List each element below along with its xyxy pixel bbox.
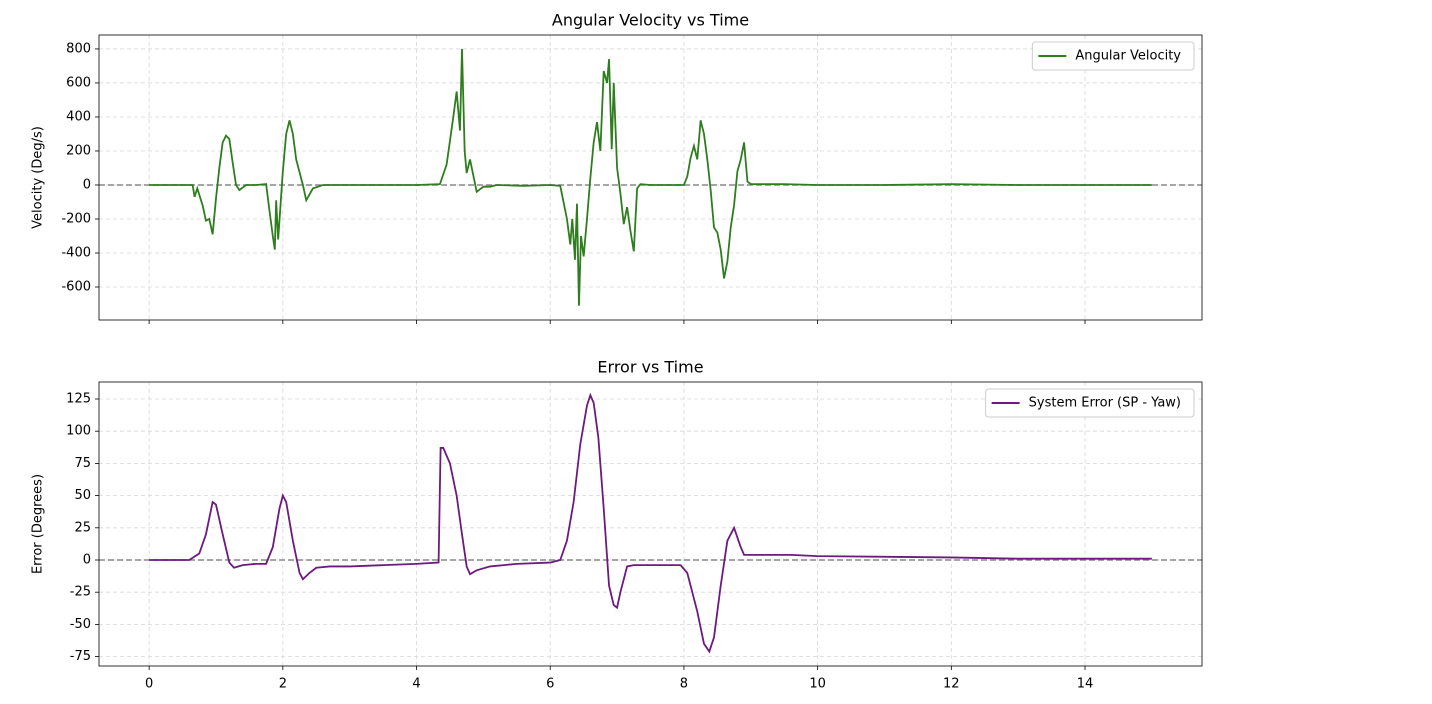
x-tick-label: 8	[680, 677, 688, 692]
x-tick-label: 12	[943, 677, 960, 692]
x-tick-label: 4	[412, 677, 420, 692]
y-tick-label: -200	[61, 211, 91, 226]
y-tick-label: 0	[83, 552, 91, 567]
chart-title: Angular Velocity vs Time	[552, 11, 749, 30]
chart-title: Error vs Time	[597, 358, 703, 377]
x-tick-label: 6	[546, 677, 554, 692]
y-tick-label: -400	[61, 246, 91, 261]
y-tick-label: 50	[74, 488, 91, 503]
data-line	[149, 392, 1152, 654]
y-tick-label: -75	[70, 649, 91, 664]
y-axis-label: Velocity (Deg/s)	[31, 126, 46, 229]
data-line	[149, 48, 1152, 306]
legend-box	[1031, 41, 1195, 71]
x-tick-label: 2	[279, 677, 287, 692]
y-tick-label: 125	[66, 392, 91, 407]
y-tick-label: 400	[66, 109, 91, 124]
plot-frame	[98, 381, 1203, 667]
x-tick-label: 0	[145, 677, 153, 692]
y-tick-label: -25	[70, 585, 91, 600]
plot-frame	[98, 34, 1203, 321]
x-tick-label: 10	[809, 677, 826, 692]
y-tick-label: 0	[83, 177, 91, 192]
subplot: Error vs Time Error (Degrees) 0 2 4 6 8 10 12 14 -…	[31, 358, 1203, 692]
y-tick-label: 600	[66, 75, 91, 90]
legend-box	[985, 388, 1195, 418]
y-tick-label: -600	[61, 280, 91, 295]
x-tick-label: 14	[1077, 677, 1094, 692]
legend-label: System Error (SP - Yaw)	[1029, 396, 1181, 411]
y-axis-label: Error (Degrees)	[31, 474, 46, 574]
y-tick-label: 100	[66, 424, 91, 439]
y-tick-label: 25	[74, 520, 91, 535]
y-tick-label: 800	[66, 41, 91, 56]
legend: Angular Velocity	[1031, 41, 1195, 71]
subplot: Angular Velocity vs Time Velocity (Deg/s)…	[31, 11, 1203, 324]
y-tick-label: 75	[74, 456, 91, 471]
legend-label: Angular Velocity	[1075, 49, 1181, 64]
legend: System Error (SP - Yaw)	[985, 388, 1195, 418]
y-tick-label: 200	[66, 143, 91, 158]
y-tick-label: -50	[70, 617, 91, 632]
